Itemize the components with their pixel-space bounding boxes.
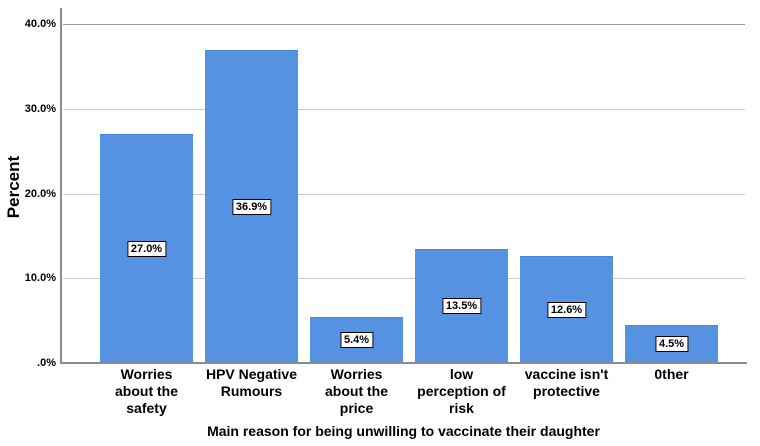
bar-value-label: 13.5% <box>441 298 482 314</box>
x-tick-label: vaccine isn't protective <box>524 366 609 399</box>
bar <box>625 325 718 364</box>
y-tick-label: .0% <box>37 357 56 369</box>
x-tick-label: Worries about the safety <box>115 366 178 416</box>
y-tick-label: 20.0% <box>24 188 56 200</box>
bar-value-label: 36.9% <box>231 199 272 215</box>
bar-value-label: 12.6% <box>546 302 587 318</box>
x-tick-label: low perception of risk <box>417 366 506 416</box>
y-tick-label: 40.0% <box>24 18 56 30</box>
x-axis-line <box>60 362 747 364</box>
x-axis-title: Main reason for being unwilling to vacci… <box>207 423 600 439</box>
x-tick-label: 0ther <box>654 366 689 382</box>
y-axis-title: Percent <box>4 155 23 219</box>
x-tick-label: HPV Negative Rumours <box>205 366 298 399</box>
y-axis-line <box>60 8 62 364</box>
bar-value-label: 5.4% <box>339 332 374 348</box>
gridline <box>63 24 745 25</box>
x-tick-label: Worries about the price <box>325 366 388 416</box>
y-tick-label: 10.0% <box>24 272 56 284</box>
gridline <box>63 194 745 195</box>
y-tick-label: 30.0% <box>24 103 56 115</box>
gridline <box>63 278 745 279</box>
gridline <box>63 109 745 110</box>
bar-value-label: 27.0% <box>126 241 167 257</box>
bar-value-label: 4.5% <box>654 336 689 352</box>
